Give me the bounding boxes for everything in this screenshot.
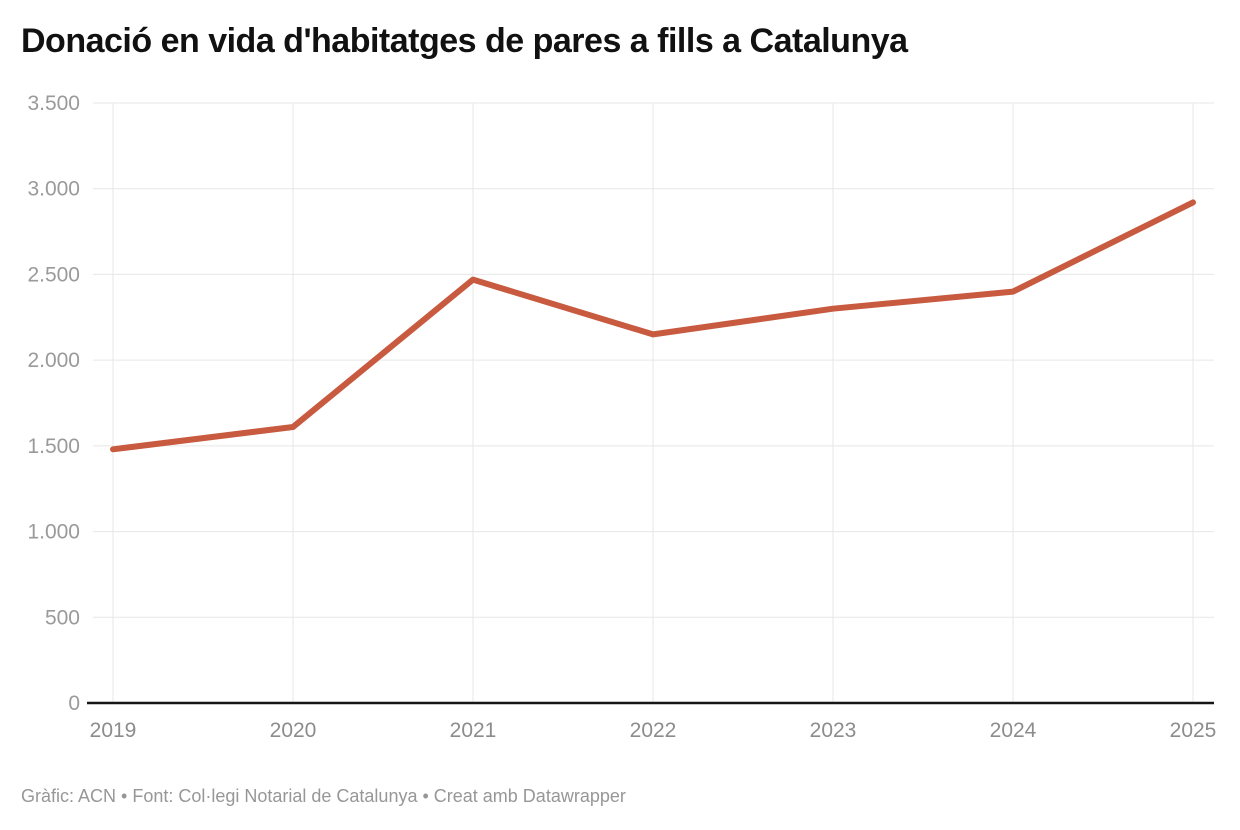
x-axis-tick-label: 2023 bbox=[810, 719, 857, 742]
y-axis-tick-label: 0 bbox=[68, 692, 80, 715]
y-axis-tick-label: 2.000 bbox=[27, 349, 80, 372]
chart-footer-credits: Gràfic: ACN • Font: Col·legi Notarial de… bbox=[21, 786, 626, 806]
y-axis-tick-label: 3.000 bbox=[27, 178, 80, 201]
chart-title: Donació en vida d'habitatges de pares a … bbox=[21, 22, 908, 60]
y-axis-tick-label: 500 bbox=[45, 606, 80, 629]
x-axis-tick-label: 2025 bbox=[1170, 719, 1217, 742]
y-axis-tick-label: 3.500 bbox=[27, 92, 80, 115]
y-axis-tick-label: 1.500 bbox=[27, 435, 80, 458]
y-axis-tick-label: 2.500 bbox=[27, 263, 80, 286]
x-axis-tick-label: 2022 bbox=[630, 719, 677, 742]
data-line-series bbox=[110, 199, 1196, 453]
x-axis-tick-label: 2020 bbox=[270, 719, 317, 742]
y-axis-tick-label: 1.000 bbox=[27, 521, 80, 544]
x-axis-tick-label: 2024 bbox=[990, 719, 1037, 742]
x-axis-tick-label: 2019 bbox=[90, 719, 137, 742]
x-axis-tick-label: 2021 bbox=[450, 719, 497, 742]
